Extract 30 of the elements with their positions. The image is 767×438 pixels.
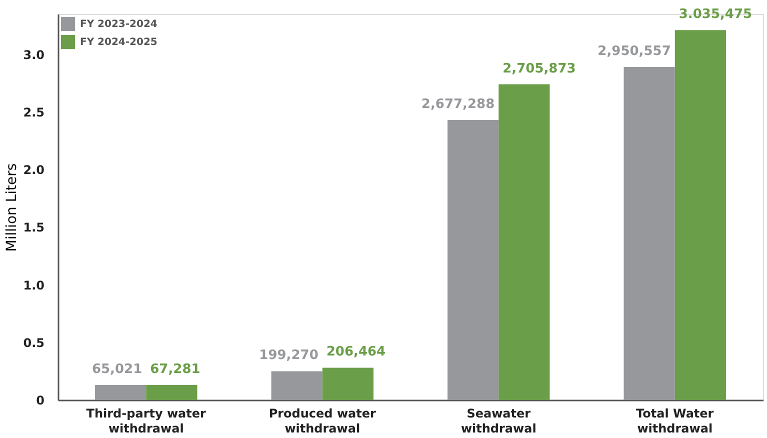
y-tick-label: 3.0 [23, 48, 44, 62]
bar [271, 371, 322, 400]
annotation: 199,270 [259, 348, 318, 364]
annotation: 67,281 [150, 362, 200, 378]
y-tick-label: 1.5 [23, 220, 44, 235]
x-tick-label: Produced water withdrawal [268, 406, 376, 436]
annotation: 65,021 [92, 362, 142, 378]
bar [674, 30, 726, 400]
x-tick-label: Seawater withdrawal [460, 406, 536, 436]
annotation: 2,677,288 [421, 97, 495, 112]
annotation: 206,464 [326, 344, 386, 360]
legend-label: FY 2023-2024 [80, 19, 158, 30]
bar [146, 385, 198, 400]
bar [448, 120, 499, 400]
y-tick-label: 2.0 [23, 163, 44, 178]
y-tick-label: 2.5 [23, 105, 44, 120]
y-tick-label: 0.5 [23, 336, 44, 350]
bar [95, 385, 146, 400]
x-tick-label: Third-party water withdrawal [86, 406, 206, 436]
x-tick-label: Total Water withdrawal [636, 406, 714, 436]
legend-label: FY 2024-2025 [80, 37, 158, 48]
annotation: 2,705,873 [502, 61, 576, 76]
bar [498, 84, 550, 400]
y-axis-title: Million Liters [4, 163, 20, 252]
y-tick-label: 1.0 [23, 278, 44, 292]
annotation: 3.035,475 [678, 7, 752, 22]
bar [624, 67, 675, 400]
y-tick-label: 0 [36, 394, 44, 408]
annotation: 2,950,557 [598, 44, 671, 60]
bar [322, 368, 374, 400]
